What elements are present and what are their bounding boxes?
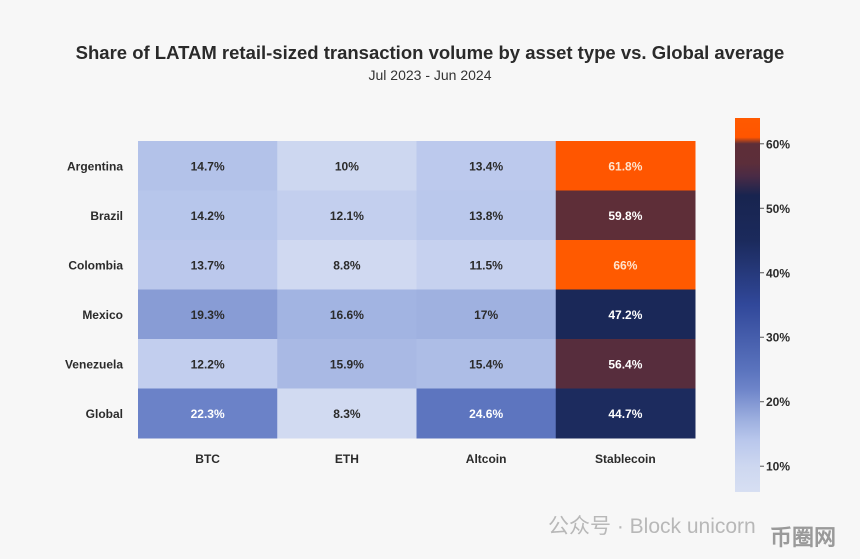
heatmap-cell bbox=[277, 289, 417, 340]
heatmap-cell bbox=[277, 141, 417, 191]
heatmap-cell bbox=[555, 141, 696, 191]
row-label: Colombia bbox=[68, 258, 123, 272]
cell-label: 24.6% bbox=[469, 407, 503, 421]
cell-label: 10% bbox=[335, 159, 359, 173]
watermark-text: 公众号 · Block unicorn bbox=[548, 515, 756, 538]
cell-label: 17% bbox=[474, 308, 498, 322]
cell-label: 13.8% bbox=[469, 209, 503, 223]
heatmap-cell bbox=[416, 141, 557, 191]
heatmap-cell bbox=[138, 141, 278, 191]
heatmap-cell bbox=[138, 289, 278, 340]
column-label: BTC bbox=[195, 452, 220, 466]
cell-label: 44.7% bbox=[608, 407, 642, 421]
cell-label: 19.3% bbox=[191, 308, 225, 322]
row-label: Global bbox=[86, 407, 123, 421]
cell-label: 47.2% bbox=[608, 308, 642, 322]
chart-subtitle: Jul 2023 - Jun 2024 bbox=[368, 67, 492, 83]
heatmap-cell bbox=[277, 339, 417, 389]
colorbar-tick-label: 50% bbox=[766, 202, 790, 216]
column-label: Stablecoin bbox=[595, 452, 656, 466]
heatmap-cell bbox=[277, 388, 417, 439]
column-label: ETH bbox=[335, 452, 359, 466]
colorbar-tick-label: 60% bbox=[766, 137, 790, 151]
row-label: Mexico bbox=[82, 308, 123, 322]
heatmap-cell bbox=[416, 339, 557, 389]
heatmap-cell bbox=[555, 339, 696, 389]
colorbar-tick-label: 30% bbox=[766, 331, 790, 345]
cell-label: 61.8% bbox=[608, 159, 642, 173]
heatmap-cell bbox=[555, 190, 696, 241]
cell-label: 16.6% bbox=[330, 308, 364, 322]
cell-label: 11.5% bbox=[469, 258, 503, 272]
heatmap-cell bbox=[277, 240, 417, 290]
heatmap-cell bbox=[138, 190, 278, 241]
cell-label: 14.7% bbox=[191, 159, 225, 173]
heatmap-cell bbox=[138, 388, 278, 439]
colorbar-tick-label: 20% bbox=[766, 395, 790, 409]
heatmap-cell bbox=[555, 289, 696, 340]
colorbar-tick-label: 40% bbox=[766, 266, 790, 280]
cell-label: 8.8% bbox=[333, 258, 361, 272]
heatmap-cell bbox=[416, 240, 557, 290]
heatmap-cell bbox=[555, 240, 696, 290]
cell-label: 15.9% bbox=[330, 357, 364, 371]
chart-title: Share of LATAM retail-sized transaction … bbox=[75, 42, 785, 63]
row-label: Brazil bbox=[90, 209, 123, 223]
watermark-logo: 币圈网 bbox=[770, 525, 837, 550]
heatmap-cell bbox=[277, 190, 417, 241]
heatmap-cell bbox=[555, 388, 696, 439]
heatmap-cell bbox=[416, 388, 557, 439]
heatmap-cell bbox=[138, 339, 278, 389]
cell-label: 12.1% bbox=[330, 209, 364, 223]
cell-label: 13.4% bbox=[469, 159, 503, 173]
colorbar-tick-label: 10% bbox=[766, 460, 790, 474]
heatmap-cell bbox=[416, 289, 557, 340]
heatmap-cell bbox=[416, 190, 557, 241]
colorbar bbox=[735, 118, 760, 492]
cell-label: 12.2% bbox=[191, 357, 225, 371]
cell-label: 66% bbox=[613, 258, 637, 272]
row-label: Venezuela bbox=[65, 357, 123, 371]
cell-label: 13.7% bbox=[191, 258, 225, 272]
heatmap-cell bbox=[138, 240, 278, 290]
cell-label: 22.3% bbox=[191, 407, 225, 421]
cell-label: 15.4% bbox=[469, 357, 503, 371]
column-label: Altcoin bbox=[466, 452, 507, 466]
cell-label: 59.8% bbox=[608, 209, 642, 223]
cell-label: 14.2% bbox=[191, 209, 225, 223]
cell-label: 8.3% bbox=[333, 407, 361, 421]
cell-label: 56.4% bbox=[608, 357, 642, 371]
row-label: Argentina bbox=[67, 159, 123, 173]
